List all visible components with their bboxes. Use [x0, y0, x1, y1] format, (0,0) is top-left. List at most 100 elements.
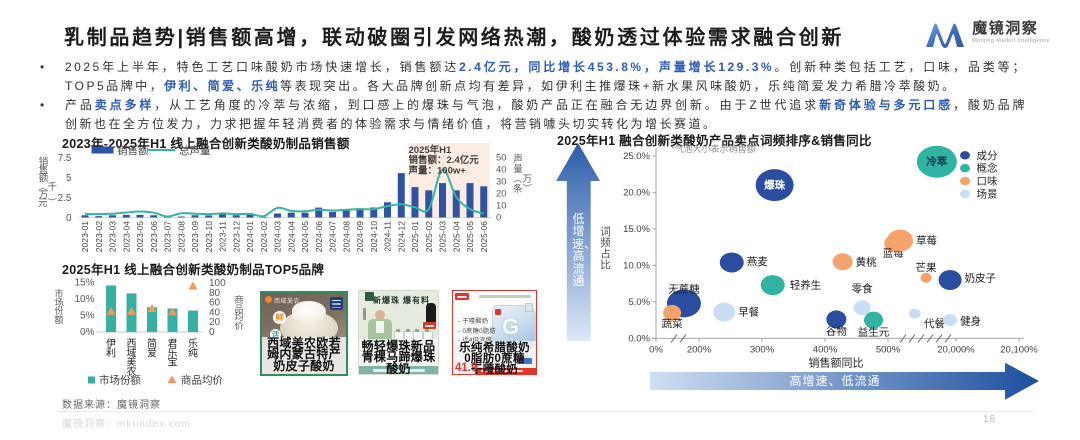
axis-break [926, 334, 934, 343]
category-label: 爱 [147, 346, 157, 359]
bubble [760, 275, 785, 296]
y-tick-label: 10.0% [623, 260, 650, 271]
sales-bar [177, 216, 185, 218]
category-label: 域 [127, 346, 137, 359]
sales-bar [81, 215, 89, 218]
chart-note: *气泡大小表示销售额 [671, 143, 756, 154]
card-caption: 西域美农欧若 姆内蒙古特产 奶皮子酸奶 [262, 337, 346, 374]
sales-bar [205, 215, 213, 218]
y-right-tick: 80 [209, 288, 221, 299]
x-tick-label: 2024-04 [286, 221, 296, 252]
selling-points-bubble-chart: 0.0% 5.0% 10.0% 15.0% 20.0% 25.0% 0% 200% 300% 40… [556, 143, 1039, 400]
sales-bar [315, 207, 323, 218]
x-tick-label: 2024-10 [369, 221, 379, 252]
body-text: ，从工艺角度的冷萃与浓缩，到口感上的爆珠与气泡，酸奶产品正在融合无边界创新。由于… [154, 98, 820, 112]
bubble-label: 早餐 [738, 306, 759, 319]
bubble-label: 黄桃 [856, 255, 877, 268]
person-shirt [376, 321, 384, 333]
x-tick-label: 2024-11 [383, 221, 393, 252]
sales-bar [397, 173, 405, 218]
legend-price-swatch [167, 375, 177, 383]
body-text: ，酸奶品牌 [952, 98, 1027, 112]
legend-label: 市场份额 [99, 374, 141, 387]
seal-stamp [365, 292, 374, 301]
x-tick-label: 300% [750, 344, 775, 355]
arrow-up-label: 低增速、高流通 [572, 212, 597, 289]
right-arrow-head [1005, 362, 1039, 400]
product-card: 西域美农鲜活西域美农欧若 姆内蒙古特产 奶皮子酸奶 [260, 291, 348, 376]
pouch-letter: G [502, 314, 520, 339]
x-tick-label: 2023-01 [80, 221, 90, 252]
feature-bullet: - 0蔗糖0脂肪 [458, 327, 496, 335]
bottom-strip [359, 366, 438, 374]
bubble [916, 145, 957, 178]
x-tick-label: 2024-08 [341, 221, 351, 252]
bubble [920, 272, 932, 283]
annotation-line: 销售额：2.4亿元 [409, 154, 480, 166]
y-right-tick: 40 [496, 165, 507, 176]
avg-price-marker [188, 281, 198, 290]
avg-price-marker [147, 303, 157, 312]
headline-text: 新爆珠 爆有料 [373, 296, 430, 305]
body-text: TOP5品牌中， [65, 79, 165, 93]
sales-bar [122, 214, 130, 218]
chart3-yaxis-label: 词频占比 [600, 226, 611, 271]
axis-break [899, 334, 907, 343]
x-tick-label: 2024-01 [245, 221, 255, 252]
sales-bar [274, 213, 281, 218]
legend-label: 概念 [977, 162, 998, 175]
phone-badge [426, 303, 436, 325]
sales-bar [301, 212, 309, 218]
milk-skin-blob [292, 301, 326, 323]
legend-label: 口味 [977, 176, 998, 188]
footer-divider [55, 411, 1035, 412]
bottle-cap [405, 329, 410, 332]
y-right-tick: 20 [209, 317, 221, 328]
x-tick-label: 2024-07 [328, 221, 338, 252]
y-left-tick: 2.5 [58, 193, 72, 204]
y-left-tick: 5 [66, 173, 72, 184]
price-strip [475, 368, 536, 374]
sales-bar [384, 202, 391, 218]
caption-line: 乐纯希腊酸奶 [459, 342, 530, 354]
x-tick-label: 500% [876, 344, 901, 355]
legend-share-swatch [88, 376, 95, 384]
body-text: 。创新种类包括工艺，口味，品类等； [774, 60, 1027, 74]
sales-bar [342, 209, 350, 218]
x-tick-label: 2023-12 [231, 221, 241, 252]
highlighted-text: 新奇体验与多元口感 [819, 98, 953, 112]
y-tick-label: 15.0% [623, 224, 650, 235]
body-text: 创新也在全方位发力，力求把握年轻消费者的体验需求与情绪价值，将营销噱头切实转化为… [65, 117, 718, 131]
sales-bar [95, 216, 103, 218]
page-title: 乳制品趋势|销售额高增，联动破圈引发网络热潮，酸奶透过体验需求融合创新 [64, 27, 845, 49]
bubble-label: 冷萃 [926, 155, 947, 168]
highlighted-text: 卖点多样 [94, 98, 155, 112]
sales-bar [287, 212, 295, 218]
sales-bar [232, 215, 240, 218]
body-text: 等表现突出。各大品牌创新点均有差异，如伊利主推爆珠+新水果风味酸奶，乐纯简爱发力… [280, 79, 957, 93]
highlighted-text: 伊利、简爱、乐纯 [164, 79, 281, 93]
caption-line: 西域美农欧若 [267, 336, 341, 350]
x-tick-label: 2024-03 [273, 221, 283, 252]
category-label: 纯 [188, 346, 198, 359]
key-findings: • 2025年上半年，特色工艺口味酸奶市场快速增长，销售额达2.4亿元，同比增长4… [38, 58, 1027, 134]
chart3-title: 2025年H1 融合创新类酸奶产品卖点词频排序&销售同比 [557, 134, 872, 148]
category-label: 美 [127, 356, 137, 369]
annotation-line: 声量：100w+ [408, 164, 467, 176]
bubble-label: 草莓 [916, 235, 937, 247]
bubble-label: 芒果 [916, 261, 937, 274]
x-tick-label: 2025-03 [438, 221, 448, 252]
y-left-tick: 0 [66, 213, 72, 224]
bubble [864, 311, 884, 329]
sales-bar [466, 183, 474, 218]
chart1-yaxis-left-label: 销售额︵千万元︶ [38, 157, 58, 210]
logo-m-icon [926, 23, 965, 48]
legend-dot [960, 176, 970, 186]
badge-text-dash [332, 306, 341, 309]
y-right-tick: 20 [496, 189, 507, 200]
axis-break [944, 334, 952, 343]
sales-bar [191, 215, 199, 218]
bubble [832, 253, 853, 271]
bottle-cap [424, 329, 429, 332]
axis-break [679, 334, 687, 343]
